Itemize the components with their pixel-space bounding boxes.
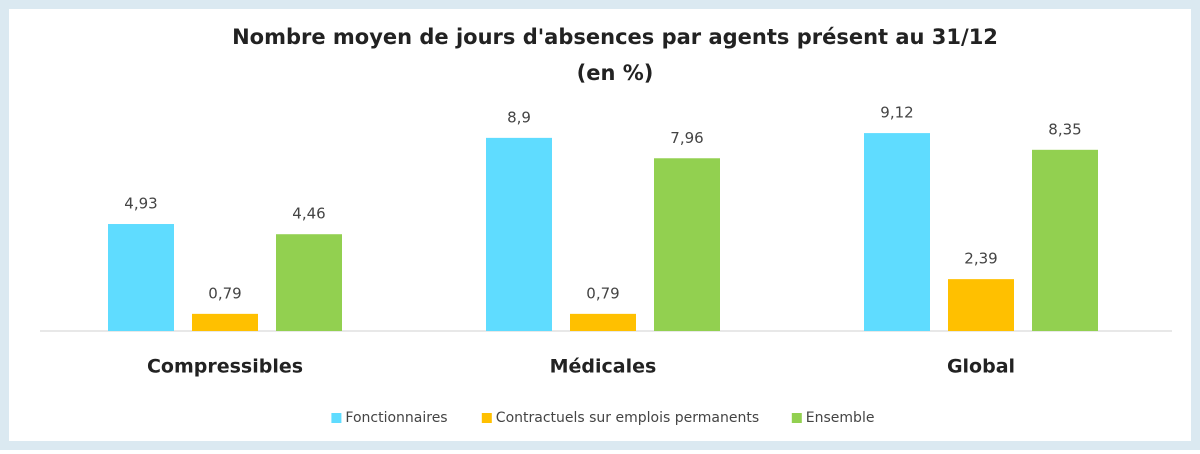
bar bbox=[1032, 149, 1098, 331]
bar bbox=[192, 313, 258, 331]
legend-swatch bbox=[481, 413, 492, 423]
legend-swatch bbox=[331, 413, 342, 423]
bar bbox=[108, 224, 174, 331]
data-label: 8,9 bbox=[507, 108, 531, 126]
data-label: 0,79 bbox=[208, 284, 241, 302]
bar bbox=[654, 158, 720, 331]
bar bbox=[570, 313, 636, 331]
data-label: 4,93 bbox=[124, 195, 157, 213]
bar bbox=[486, 137, 552, 331]
x-tick-label: Compressibles bbox=[147, 356, 303, 378]
data-label: 9,12 bbox=[880, 104, 913, 122]
data-label: 2,39 bbox=[964, 250, 997, 268]
x-tick-label: Global bbox=[947, 356, 1015, 378]
data-label: 7,96 bbox=[670, 129, 703, 147]
legend-label: Contractuels sur emplois permanents bbox=[496, 410, 759, 426]
chart-title: Nombre moyen de jours d'absences par age… bbox=[232, 25, 998, 49]
data-label: 8,35 bbox=[1048, 120, 1081, 138]
x-tick-label: Médicales bbox=[550, 356, 657, 378]
bar bbox=[864, 133, 930, 331]
bar bbox=[948, 279, 1014, 331]
panel bbox=[9, 9, 1191, 441]
data-label: 4,46 bbox=[292, 205, 325, 223]
legend-label: Fonctionnaires bbox=[345, 410, 447, 426]
legend-label: Ensemble bbox=[806, 410, 875, 426]
legend-swatch bbox=[791, 413, 802, 423]
chart-subtitle: (en %) bbox=[577, 61, 654, 85]
data-label: 0,79 bbox=[586, 284, 619, 302]
bar bbox=[276, 234, 342, 331]
